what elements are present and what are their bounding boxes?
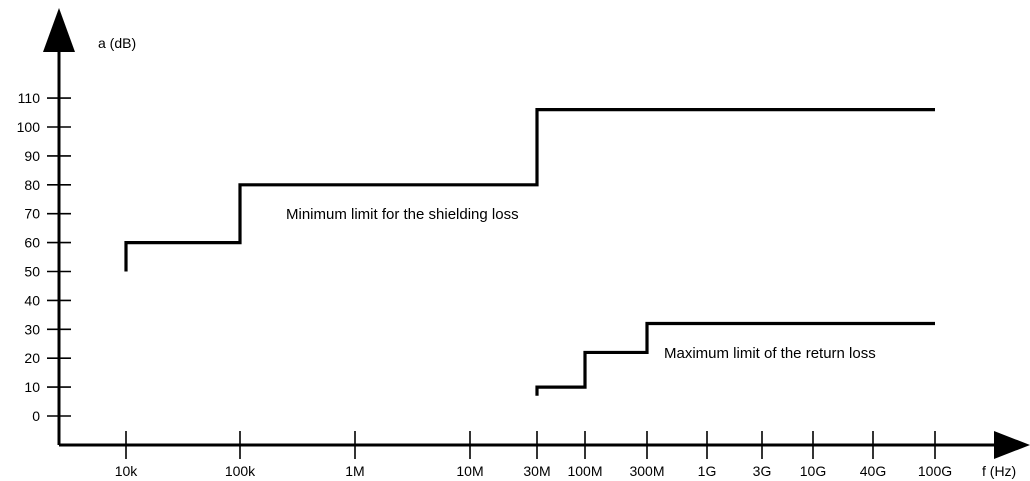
y-tick-label-60: 60	[24, 235, 40, 251]
axes: a (dB) f (Hz)	[43, 8, 1030, 479]
annotation-return-loss: Maximum limit of the return loss	[664, 345, 876, 362]
x-ticks: 10k 100k 1M 10M 30M 100M 300M 1G 3G 10G 40G 100G	[115, 431, 952, 479]
x-tick-label-1G: 1G	[698, 463, 717, 479]
series-group	[124, 108, 935, 396]
y-tick-label-100: 100	[17, 119, 41, 135]
x-axis-arrow	[994, 431, 1030, 459]
x-axis-label: f (Hz)	[982, 463, 1016, 479]
y-tick-label-40: 40	[24, 292, 40, 308]
annotation-shielding-loss: Minimum limit for the shielding loss	[286, 206, 519, 223]
y-tick-label-110: 110	[18, 90, 41, 106]
x-tick-label-10M: 10M	[456, 463, 483, 479]
y-ticks: 0 10 20 30 40 50 60 70 80 90 100 110	[17, 90, 71, 424]
x-tick-label-30M: 30M	[523, 463, 550, 479]
y-axis-label: a (dB)	[98, 35, 136, 51]
y-tick-label-20: 20	[24, 350, 40, 366]
y-tick-label-90: 90	[24, 148, 40, 164]
y-tick-label-30: 30	[24, 321, 40, 337]
x-tick-label-40G: 40G	[860, 463, 886, 479]
annotations: Minimum limit for the shielding loss Max…	[286, 206, 876, 362]
x-tick-label-300M: 300M	[629, 463, 664, 479]
x-tick-label-3G: 3G	[753, 463, 772, 479]
x-tick-label-1M: 1M	[345, 463, 364, 479]
y-tick-label-70: 70	[24, 206, 40, 222]
y-tick-label-0: 0	[32, 408, 40, 424]
series-line-1	[124, 108, 935, 272]
x-tick-label-100M: 100M	[567, 463, 602, 479]
x-tick-label-10k: 10k	[115, 463, 139, 479]
series-line-2	[535, 321, 935, 396]
x-tick-label-100G: 100G	[918, 463, 952, 479]
y-tick-label-10: 10	[24, 379, 40, 395]
x-tick-label-10G: 10G	[800, 463, 826, 479]
x-tick-label-100k: 100k	[225, 463, 256, 479]
y-tick-label-50: 50	[24, 264, 40, 280]
y-tick-label-80: 80	[24, 177, 40, 193]
y-axis-arrow	[43, 8, 75, 52]
